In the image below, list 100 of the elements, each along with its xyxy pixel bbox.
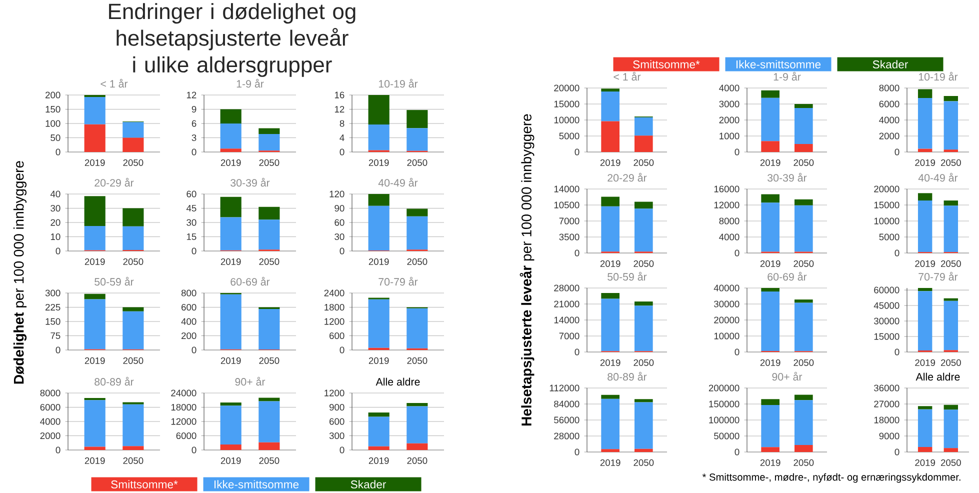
y-tick-label: 400 <box>181 318 196 325</box>
x-tick-label: 2050 <box>123 159 144 166</box>
y-tick-label: 5000 <box>559 132 580 140</box>
bar <box>944 300 958 350</box>
x-tick-label: 2050 <box>940 459 961 466</box>
y-tick-label: 50000 <box>714 432 740 440</box>
bar <box>944 404 958 410</box>
bar <box>220 402 242 406</box>
bar <box>761 90 780 98</box>
bar <box>634 301 653 306</box>
y-tick-label: 0 <box>192 148 196 156</box>
chart-title: 40-49 år <box>918 172 958 182</box>
bar <box>761 292 780 352</box>
bar <box>601 293 620 299</box>
chart-title: 60-69 år <box>230 276 270 286</box>
y-tick-label: 30 <box>334 233 344 240</box>
bar <box>634 208 653 252</box>
x-tick-label: 2019 <box>84 258 105 265</box>
x-tick-label: 2050 <box>794 459 814 466</box>
bar <box>918 409 932 448</box>
bar <box>761 404 780 448</box>
bar <box>368 124 390 150</box>
y-tick-label: 6000 <box>176 432 196 440</box>
y-tick-label: 2000 <box>719 116 740 124</box>
y-tick-label: 21000 <box>554 300 580 308</box>
y-tick-label: 6 <box>192 120 196 127</box>
x-tick-label: 2019 <box>368 357 389 364</box>
x-tick-label: 2050 <box>794 159 814 166</box>
bar <box>406 402 428 406</box>
bar <box>84 196 106 226</box>
bar <box>918 288 932 292</box>
y-tick-label: 600 <box>330 418 344 425</box>
x-tick-label: 2019 <box>600 359 620 366</box>
y-axis-title: Dødelighet per 100 000 innbyggere <box>13 161 27 384</box>
y-tick-label: 225 <box>46 304 60 311</box>
y-tick-label: 10 <box>50 233 60 240</box>
y-tick-label: 0 <box>734 348 740 356</box>
y-tick-label: 45000 <box>874 302 900 309</box>
bar <box>761 447 780 452</box>
chart-title: < 1 år <box>100 78 128 88</box>
y-tick-label: 75 <box>50 332 60 339</box>
y-tick-label: 112000 <box>550 384 580 392</box>
x-tick-label: 2050 <box>407 357 428 364</box>
x-tick-label: 2050 <box>634 159 654 166</box>
bar <box>794 300 813 303</box>
y-tick-label: 12000 <box>714 202 740 208</box>
y-tick-label: 150 <box>46 106 60 113</box>
y-tick-label: 3000 <box>719 100 740 108</box>
bar <box>794 104 813 108</box>
y-axis-title: Helsetapsjusterte leveår per 100 000 innbyggere <box>520 114 534 426</box>
y-tick-label: 800 <box>181 290 196 296</box>
y-tick-label: 16 <box>334 92 344 98</box>
y-tick-label: 0 <box>574 448 580 456</box>
text: Endringer i dødelighet og helsetapsjusterte leveår i ulike aldersgrupper <box>109 3 356 77</box>
bar <box>634 202 653 209</box>
bar <box>84 226 106 250</box>
x-tick-label: 2050 <box>407 159 428 166</box>
chart-title: 30-39 år <box>768 172 807 182</box>
bar <box>794 108 813 144</box>
x-tick-label: 2019 <box>760 359 780 366</box>
bar <box>122 307 144 312</box>
y-tick-label: 2400 <box>324 290 344 296</box>
y-tick-label: 60 <box>334 219 344 226</box>
chart-title: 40-49 år <box>378 178 418 187</box>
bar <box>122 208 144 226</box>
y-tick-label: 4 <box>340 134 344 141</box>
x-tick-label: 2050 <box>123 457 144 464</box>
y-tick-label: 40000 <box>714 284 740 292</box>
y-tick-label: 0 <box>56 446 60 454</box>
chart-title: 50-59 år <box>608 272 647 281</box>
y-tick-label: 600 <box>330 332 344 340</box>
y-tick-label: 12000 <box>171 418 196 425</box>
y-tick-label: 7000 <box>559 218 580 224</box>
bar <box>406 110 428 128</box>
y-tick-label: 0 <box>56 148 60 156</box>
y-tick-label: 9000 <box>879 432 900 440</box>
y-tick-label: 30000 <box>874 318 900 324</box>
bar <box>918 98 932 149</box>
y-tick-label: 15000 <box>874 333 900 340</box>
y-tick-label: 150 <box>46 318 60 325</box>
y-tick-label: 14000 <box>554 316 580 324</box>
x-tick-label: 2050 <box>794 359 814 366</box>
bar <box>258 206 280 220</box>
x-tick-label: 2050 <box>634 260 654 267</box>
bar <box>220 196 242 218</box>
bar <box>220 294 242 350</box>
bar <box>258 220 280 250</box>
y-tick-label: 16000 <box>714 186 740 192</box>
bar <box>944 206 958 252</box>
y-tick-label: 10000 <box>554 116 580 124</box>
y-tick-label: 300 <box>329 432 344 440</box>
y-tick-label: 0 <box>574 148 580 156</box>
bar <box>368 416 390 446</box>
y-tick-label: 8000 <box>40 390 60 396</box>
x-tick-label: 2050 <box>940 359 961 366</box>
bar <box>84 299 106 350</box>
bar <box>368 299 390 348</box>
y-tick-label: 7000 <box>559 332 580 340</box>
bar <box>761 202 780 252</box>
y-tick-label: 2000 <box>879 132 900 140</box>
